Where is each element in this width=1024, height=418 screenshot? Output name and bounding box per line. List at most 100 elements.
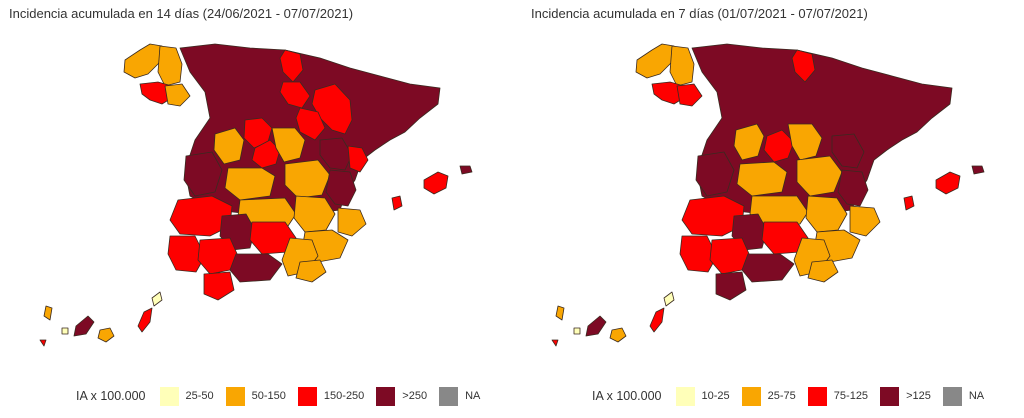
province-zaragoza bbox=[311, 83, 353, 135]
map-title: Incidencia acumulada en 7 días (01/07/20… bbox=[531, 6, 868, 21]
canary-fuerteventura bbox=[137, 307, 153, 333]
province-alicante bbox=[849, 205, 881, 237]
province-castellon bbox=[347, 145, 369, 173]
canary-la-gomera bbox=[573, 327, 581, 335]
map-panel-14-days: Incidencia acumulada en 14 días (24/06/2… bbox=[9, 6, 492, 409]
province-teruel bbox=[831, 133, 865, 169]
province-a-coruna bbox=[123, 43, 163, 79]
legend-label: 150-250 bbox=[323, 390, 365, 402]
region-islands bbox=[551, 165, 985, 347]
province-toledo bbox=[736, 161, 788, 197]
province-malaga bbox=[229, 253, 283, 283]
province-baleares-menorca bbox=[459, 165, 473, 175]
province-ciudad-real bbox=[749, 195, 809, 227]
province-teruel bbox=[319, 137, 353, 171]
province-guadalajara bbox=[787, 123, 823, 161]
legend-item-4: >250 bbox=[376, 386, 428, 406]
legend-label: >250 bbox=[402, 390, 428, 402]
province-toledo bbox=[224, 167, 276, 201]
province-ourense bbox=[164, 83, 191, 107]
canary-fuerteventura bbox=[649, 307, 665, 333]
canary-lanzarote bbox=[663, 291, 675, 307]
province-baleares-mallorca bbox=[423, 171, 449, 195]
province-malaga bbox=[741, 253, 795, 283]
province-cadiz bbox=[203, 271, 235, 301]
province-cadiz bbox=[715, 271, 747, 301]
legend-title: IA x 100.000 bbox=[76, 389, 146, 403]
legend-swatch bbox=[439, 386, 459, 406]
province-lugo bbox=[669, 45, 695, 87]
legend-label: 50-150 bbox=[251, 390, 286, 402]
canary-tenerife bbox=[73, 315, 95, 337]
legend-swatch bbox=[675, 386, 695, 406]
province-la-rioja bbox=[279, 81, 311, 109]
province-madrid bbox=[251, 139, 281, 169]
spain-incidence-map bbox=[39, 43, 473, 347]
legend-item-3: 150-250 bbox=[297, 386, 365, 406]
province-valencia bbox=[837, 169, 869, 207]
map-legend: IA x 100.000 25-50 50-150 150-250 >250 N… bbox=[76, 383, 492, 409]
province-almeria bbox=[807, 259, 839, 283]
canary-tenerife bbox=[585, 315, 607, 337]
canary-lanzarote bbox=[151, 291, 163, 307]
province-baleares-ibiza bbox=[391, 195, 403, 211]
legend-item-2: 50-150 bbox=[225, 386, 286, 406]
province-baleares-mallorca bbox=[935, 171, 961, 195]
legend-label: NA bbox=[968, 390, 985, 402]
legend-label: >125 bbox=[906, 390, 931, 402]
province-caceres bbox=[695, 151, 735, 197]
province-salamanca bbox=[733, 123, 765, 161]
canary-el-hierro bbox=[551, 339, 559, 347]
province-baleares-menorca bbox=[971, 165, 985, 175]
province-huelva bbox=[167, 235, 206, 273]
province-caceres bbox=[183, 151, 223, 197]
map-panel-7-days: Incidencia acumulada en 7 días (01/07/20… bbox=[512, 0, 1024, 418]
legend-label: 10-25 bbox=[701, 390, 730, 402]
legend-swatch bbox=[376, 386, 396, 406]
legend-swatch bbox=[741, 386, 761, 406]
map-legend: IA x 100.000 10-25 25-75 75-125 >125 NA bbox=[592, 383, 996, 409]
province-alicante bbox=[337, 207, 367, 237]
province-a-coruna bbox=[635, 43, 675, 79]
legend-swatch bbox=[807, 386, 827, 406]
province-madrid bbox=[763, 129, 795, 163]
legend-item-5: NA bbox=[942, 386, 985, 406]
legend-item-3: 75-125 bbox=[807, 386, 869, 406]
province-albacete bbox=[293, 195, 336, 233]
region-islands bbox=[39, 165, 473, 347]
province-huesca bbox=[295, 107, 326, 141]
canary-la-palma bbox=[43, 305, 53, 321]
region-south bbox=[167, 195, 327, 301]
canary-la-palma bbox=[555, 305, 565, 321]
legend-title: IA x 100.000 bbox=[592, 389, 662, 403]
region-galicia bbox=[123, 43, 191, 107]
legend-item-1: 25-50 bbox=[159, 386, 214, 406]
province-badajoz bbox=[681, 195, 745, 237]
legend-item-5: NA bbox=[439, 386, 481, 406]
province-cuenca bbox=[796, 155, 843, 197]
region-center-north bbox=[183, 49, 369, 263]
legend-label: 25-50 bbox=[185, 390, 214, 402]
legend-label: NA bbox=[465, 390, 481, 402]
province-cuenca bbox=[284, 159, 331, 199]
province-valencia bbox=[325, 169, 357, 207]
legend-item-4: >125 bbox=[880, 386, 931, 406]
legend-swatch bbox=[225, 386, 245, 406]
legend-swatch bbox=[159, 386, 179, 406]
legend-swatch bbox=[880, 386, 900, 406]
province-almeria bbox=[295, 259, 327, 283]
legend-label: 25-75 bbox=[767, 390, 796, 402]
canary-la-gomera bbox=[61, 327, 69, 335]
map-title: Incidencia acumulada en 14 días (24/06/2… bbox=[9, 6, 354, 21]
province-albacete bbox=[805, 195, 848, 233]
canary-gran-canaria bbox=[97, 327, 115, 343]
region-center-north bbox=[695, 49, 881, 263]
province-lugo bbox=[157, 45, 183, 87]
spain-incidence-map bbox=[551, 43, 985, 347]
province-badajoz bbox=[169, 195, 233, 237]
province-huelva bbox=[679, 235, 718, 273]
legend-label: 75-125 bbox=[833, 390, 869, 402]
province-salamanca bbox=[213, 127, 245, 165]
legend-swatch bbox=[297, 386, 317, 406]
legend-swatch bbox=[942, 386, 962, 406]
